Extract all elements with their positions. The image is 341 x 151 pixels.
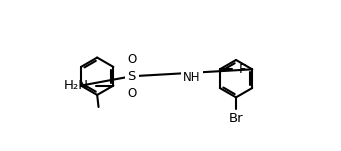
- Text: F: F: [239, 63, 247, 76]
- Text: Br: Br: [229, 112, 243, 125]
- Text: O: O: [127, 87, 136, 100]
- Text: O: O: [127, 53, 136, 66]
- Text: H₂N: H₂N: [64, 79, 89, 92]
- Text: S: S: [128, 70, 136, 83]
- Text: NH: NH: [183, 71, 201, 84]
